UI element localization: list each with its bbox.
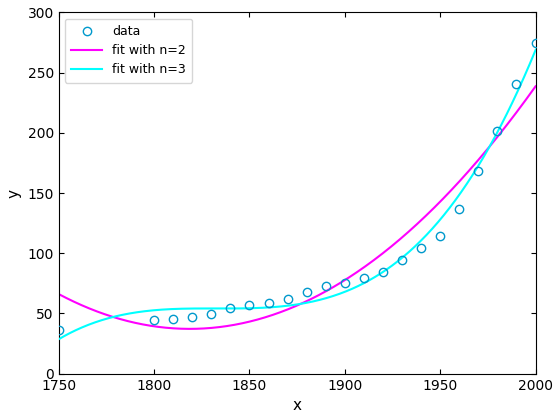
- data: [361, 276, 367, 281]
- fit with n=2: [55, 291, 62, 297]
- data: [380, 270, 386, 275]
- fit with n=2: [447, 189, 454, 194]
- fit with n=2: [532, 84, 539, 89]
- fit with n=2: [340, 278, 347, 284]
- data: [189, 314, 195, 319]
- Line: fit with n=3: fit with n=3: [59, 50, 535, 339]
- fit with n=3: [55, 337, 62, 342]
- fit with n=3: [446, 205, 453, 210]
- data: [532, 40, 539, 45]
- data: [323, 284, 329, 289]
- data: [170, 316, 176, 321]
- fit with n=2: [522, 98, 529, 103]
- data: [418, 245, 424, 250]
- fit with n=3: [521, 74, 528, 79]
- data: [475, 169, 482, 174]
- fit with n=2: [286, 306, 292, 311]
- fit with n=2: [186, 326, 193, 331]
- Legend: data, fit with n=2, fit with n=3: data, fit with n=2, fit with n=3: [65, 19, 193, 83]
- fit with n=3: [314, 298, 320, 303]
- data: [437, 234, 444, 239]
- data: [151, 318, 157, 323]
- data: [55, 328, 62, 333]
- Y-axis label: y: y: [7, 189, 22, 197]
- fit with n=3: [339, 290, 346, 295]
- data: [208, 311, 214, 316]
- fit with n=2: [314, 293, 321, 298]
- fit with n=3: [532, 47, 539, 52]
- data: [456, 206, 463, 211]
- data: [284, 297, 291, 302]
- data: [494, 129, 501, 134]
- data: [246, 302, 253, 307]
- fit with n=3: [284, 303, 291, 308]
- data: [513, 81, 520, 87]
- data: [227, 305, 234, 310]
- Line: fit with n=2: fit with n=2: [59, 87, 535, 329]
- Line: data: data: [54, 38, 540, 335]
- fit with n=2: [283, 307, 290, 312]
- X-axis label: x: x: [293, 398, 302, 413]
- data: [342, 281, 348, 286]
- data: [399, 258, 405, 263]
- fit with n=3: [282, 304, 288, 309]
- data: [265, 300, 272, 305]
- data: [304, 289, 310, 294]
